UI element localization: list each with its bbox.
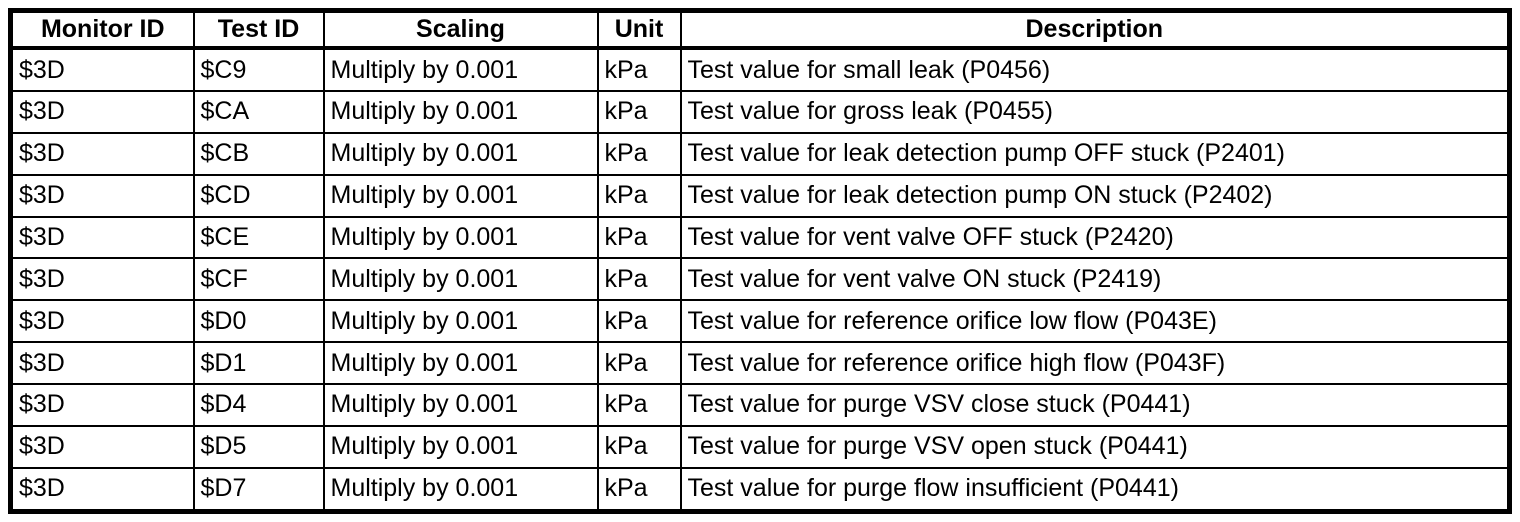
cell-monitor-id: $3D [9,46,195,93]
cell-description: Test value for vent valve OFF stuck (P24… [679,215,1511,260]
table-row: $3D $CA Multiply by 0.001 kPa Test value… [9,90,1511,134]
cell-scaling: Multiply by 0.001 [322,90,599,134]
cell-unit: kPa [596,46,682,93]
cell-scaling: Multiply by 0.001 [322,424,599,469]
table-row: $3D $D7 Multiply by 0.001 kPa Test value… [9,466,1511,513]
cell-test-id: $CE [192,215,325,260]
cell-test-id: $C9 [192,46,325,93]
cell-monitor-id: $3D [9,215,195,260]
cell-description: Test value for leak detection pump ON st… [679,173,1511,218]
column-header-scaling: Scaling [322,9,599,50]
table-header-row: Monitor ID Test ID Scaling Unit Descript… [9,9,1511,50]
cell-monitor-id: $3D [9,131,195,176]
cell-description: Test value for reference orifice high fl… [679,341,1511,386]
cell-description: Test value for small leak (P0456) [679,46,1511,93]
cell-scaling: Multiply by 0.001 [322,299,599,344]
cell-unit: kPa [596,466,682,513]
cell-monitor-id: $3D [9,424,195,469]
table-row: $3D $CF Multiply by 0.001 kPa Test value… [9,257,1511,302]
cell-unit: kPa [596,131,682,176]
cell-test-id: $CA [192,90,325,134]
cell-scaling: Multiply by 0.001 [322,215,599,260]
table-row: $3D $C9 Multiply by 0.001 kPa Test value… [9,46,1511,93]
cell-test-id: $D0 [192,299,325,344]
cell-description: Test value for vent valve ON stuck (P241… [679,257,1511,302]
cell-scaling: Multiply by 0.001 [322,131,599,176]
cell-unit: kPa [596,299,682,344]
cell-unit: kPa [596,257,682,302]
cell-test-id: $CD [192,173,325,218]
cell-monitor-id: $3D [9,341,195,386]
table-row: $3D $CB Multiply by 0.001 kPa Test value… [9,131,1511,176]
cell-monitor-id: $3D [9,173,195,218]
cell-test-id: $D1 [192,341,325,386]
cell-unit: kPa [596,424,682,469]
cell-unit: kPa [596,341,682,386]
table-row: $3D $D4 Multiply by 0.001 kPa Test value… [9,383,1511,427]
table-row: $3D $D0 Multiply by 0.001 kPa Test value… [9,299,1511,344]
table-row: $3D $D5 Multiply by 0.001 kPa Test value… [9,424,1511,469]
cell-test-id: $D4 [192,383,325,427]
cell-scaling: Multiply by 0.001 [322,341,599,386]
table-row: $3D $CD Multiply by 0.001 kPa Test value… [9,173,1511,218]
cell-scaling: Multiply by 0.001 [322,46,599,93]
column-header-test-id: Test ID [192,9,325,50]
cell-unit: kPa [596,173,682,218]
cell-monitor-id: $3D [9,383,195,427]
column-header-monitor-id: Monitor ID [9,9,195,50]
cell-monitor-id: $3D [9,466,195,513]
monitor-test-table: Monitor ID Test ID Scaling Unit Descript… [8,8,1512,514]
cell-test-id: $D5 [192,424,325,469]
cell-scaling: Multiply by 0.001 [322,257,599,302]
table-row: $3D $D1 Multiply by 0.001 kPa Test value… [9,341,1511,386]
column-header-unit: Unit [596,9,682,50]
cell-unit: kPa [596,215,682,260]
column-header-description: Description [679,9,1511,50]
cell-unit: kPa [596,90,682,134]
cell-test-id: $CF [192,257,325,302]
cell-scaling: Multiply by 0.001 [322,173,599,218]
cell-description: Test value for gross leak (P0455) [679,90,1511,134]
cell-description: Test value for reference orifice low flo… [679,299,1511,344]
cell-scaling: Multiply by 0.001 [322,383,599,427]
cell-description: Test value for purge VSV close stuck (P0… [679,383,1511,427]
cell-scaling: Multiply by 0.001 [322,466,599,513]
cell-monitor-id: $3D [9,299,195,344]
cell-description: Test value for purge flow insufficient (… [679,466,1511,513]
cell-monitor-id: $3D [9,90,195,134]
table-row: $3D $CE Multiply by 0.001 kPa Test value… [9,215,1511,260]
cell-description: Test value for purge VSV open stuck (P04… [679,424,1511,469]
cell-test-id: $D7 [192,466,325,513]
cell-description: Test value for leak detection pump OFF s… [679,131,1511,176]
cell-monitor-id: $3D [9,257,195,302]
cell-unit: kPa [596,383,682,427]
cell-test-id: $CB [192,131,325,176]
